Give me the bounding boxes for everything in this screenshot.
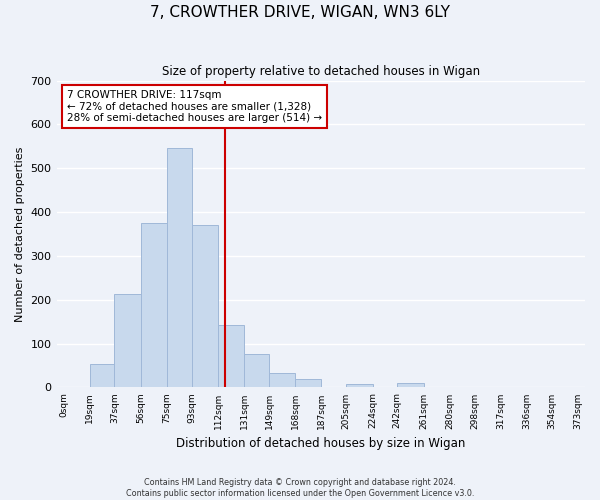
Bar [397, 384, 424, 388]
Bar [192, 225, 218, 388]
Bar [167, 148, 192, 388]
Text: Contains HM Land Registry data © Crown copyright and database right 2024.
Contai: Contains HM Land Registry data © Crown c… [126, 478, 474, 498]
Y-axis label: Number of detached properties: Number of detached properties [15, 146, 25, 322]
Bar [295, 379, 322, 388]
Bar [218, 325, 244, 388]
Bar [115, 294, 141, 388]
Text: 7 CROWTHER DRIVE: 117sqm
← 72% of detached houses are smaller (1,328)
28% of sem: 7 CROWTHER DRIVE: 117sqm ← 72% of detach… [67, 90, 322, 123]
Text: 7, CROWTHER DRIVE, WIGAN, WN3 6LY: 7, CROWTHER DRIVE, WIGAN, WN3 6LY [150, 5, 450, 20]
Bar [346, 384, 373, 388]
X-axis label: Distribution of detached houses by size in Wigan: Distribution of detached houses by size … [176, 437, 466, 450]
Title: Size of property relative to detached houses in Wigan: Size of property relative to detached ho… [162, 65, 480, 78]
Bar [269, 373, 295, 388]
Bar [141, 222, 167, 388]
Bar [244, 354, 269, 388]
Bar [89, 364, 115, 388]
